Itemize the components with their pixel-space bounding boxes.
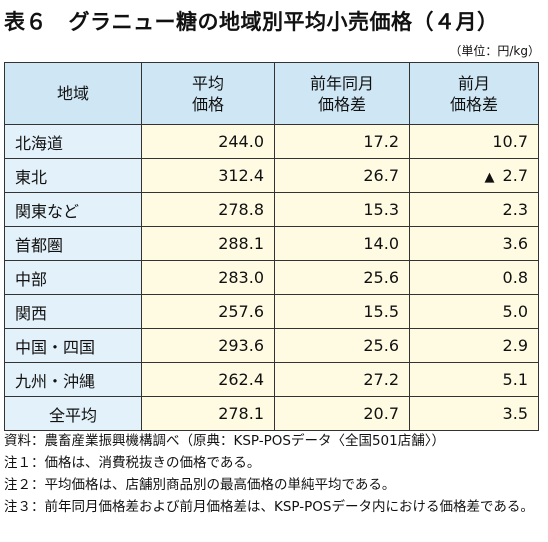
price-cell: 262.4 <box>141 362 275 397</box>
yoy-cell: 15.5 <box>274 294 410 329</box>
note-1: 注１： 価格は、消費税抜きの価格である。 <box>4 455 261 471</box>
yoy-cell: 25.6 <box>274 260 410 295</box>
price-cell: 278.1 <box>141 396 275 431</box>
mom-cell: 10.7 <box>409 124 539 159</box>
region-cell: 関西 <box>4 294 142 329</box>
region-cell: 関東など <box>4 192 142 227</box>
table-row: 中部 283.0 25.6 0.8 <box>4 260 539 295</box>
region-cell: 首都圏 <box>4 226 142 261</box>
mom-cell: 3.5 <box>409 396 539 431</box>
price-cell: 288.1 <box>141 226 275 261</box>
header-yoy: 前年同月 価格差 <box>274 62 410 125</box>
mom-cell: 5.0 <box>409 294 539 329</box>
yoy-cell: 17.2 <box>274 124 410 159</box>
region-cell: 中国・四国 <box>4 328 142 363</box>
header-mom: 前月 価格差 <box>409 62 539 125</box>
region-cell: 全平均 <box>4 396 142 431</box>
mom-cell: 5.1 <box>409 362 539 397</box>
yoy-cell: 15.3 <box>274 192 410 227</box>
price-cell: 278.8 <box>141 192 275 227</box>
table-row: 東北 312.4 26.7 ▲ 2.7 <box>4 158 539 193</box>
region-cell: 東北 <box>4 158 142 193</box>
mom-cell: 2.3 <box>409 192 539 227</box>
table-row: 関東など 278.8 15.3 2.3 <box>4 192 539 227</box>
price-cell: 257.6 <box>141 294 275 329</box>
table-row: 首都圏 288.1 14.0 3.6 <box>4 226 539 261</box>
yoy-cell: 25.6 <box>274 328 410 363</box>
yoy-cell: 20.7 <box>274 396 410 431</box>
table-row: 北海道 244.0 17.2 10.7 <box>4 124 539 159</box>
notes: 資料： 農畜産業振興機構調べ（原典：KSP-POSデータ〈全国501店舗〉） 注… <box>4 430 544 518</box>
table-row: 関西 257.6 15.5 5.0 <box>4 294 539 329</box>
mom-cell: 2.9 <box>409 328 539 363</box>
note-3: 注３： 前年同月価格差および前月価格差は、KSP-POSデータ内における価格差で… <box>4 499 534 515</box>
table-header-row: 地域 平均 価格 前年同月 価格差 前月 価格差 <box>4 62 539 125</box>
header-region: 地域 <box>4 62 142 125</box>
yoy-cell: 27.2 <box>274 362 410 397</box>
yoy-cell: 14.0 <box>274 226 410 261</box>
table-row-total: 全平均 278.1 20.7 3.5 <box>4 396 539 431</box>
region-cell: 中部 <box>4 260 142 295</box>
unit-label: （単位：円/kg） <box>449 44 540 58</box>
table-row: 中国・四国 293.6 25.6 2.9 <box>4 328 539 363</box>
price-table: 地域 平均 価格 前年同月 価格差 前月 価格差 北海道 244.0 17.2 … <box>4 62 539 431</box>
region-cell: 北海道 <box>4 124 142 159</box>
page-title: 表６ グラニュー糖の地域別平均小売価格（４月） <box>4 10 499 34</box>
table-row: 九州・沖縄 262.4 27.2 5.1 <box>4 362 539 397</box>
mom-cell: ▲ 2.7 <box>409 158 539 193</box>
price-cell: 312.4 <box>141 158 275 193</box>
price-cell: 283.0 <box>141 260 275 295</box>
mom-cell: 3.6 <box>409 226 539 261</box>
price-cell: 244.0 <box>141 124 275 159</box>
price-cell: 293.6 <box>141 328 275 363</box>
region-cell: 九州・沖縄 <box>4 362 142 397</box>
note-2: 注２： 平均価格は、店舗別商品別の最高価格の単純平均である。 <box>4 477 396 493</box>
yoy-cell: 26.7 <box>274 158 410 193</box>
decrease-mark-icon: ▲ <box>484 170 495 185</box>
header-price: 平均 価格 <box>141 62 275 125</box>
note-source: 資料： 農畜産業振興機構調べ（原典：KSP-POSデータ〈全国501店舗〉） <box>4 433 445 449</box>
mom-cell: 0.8 <box>409 260 539 295</box>
